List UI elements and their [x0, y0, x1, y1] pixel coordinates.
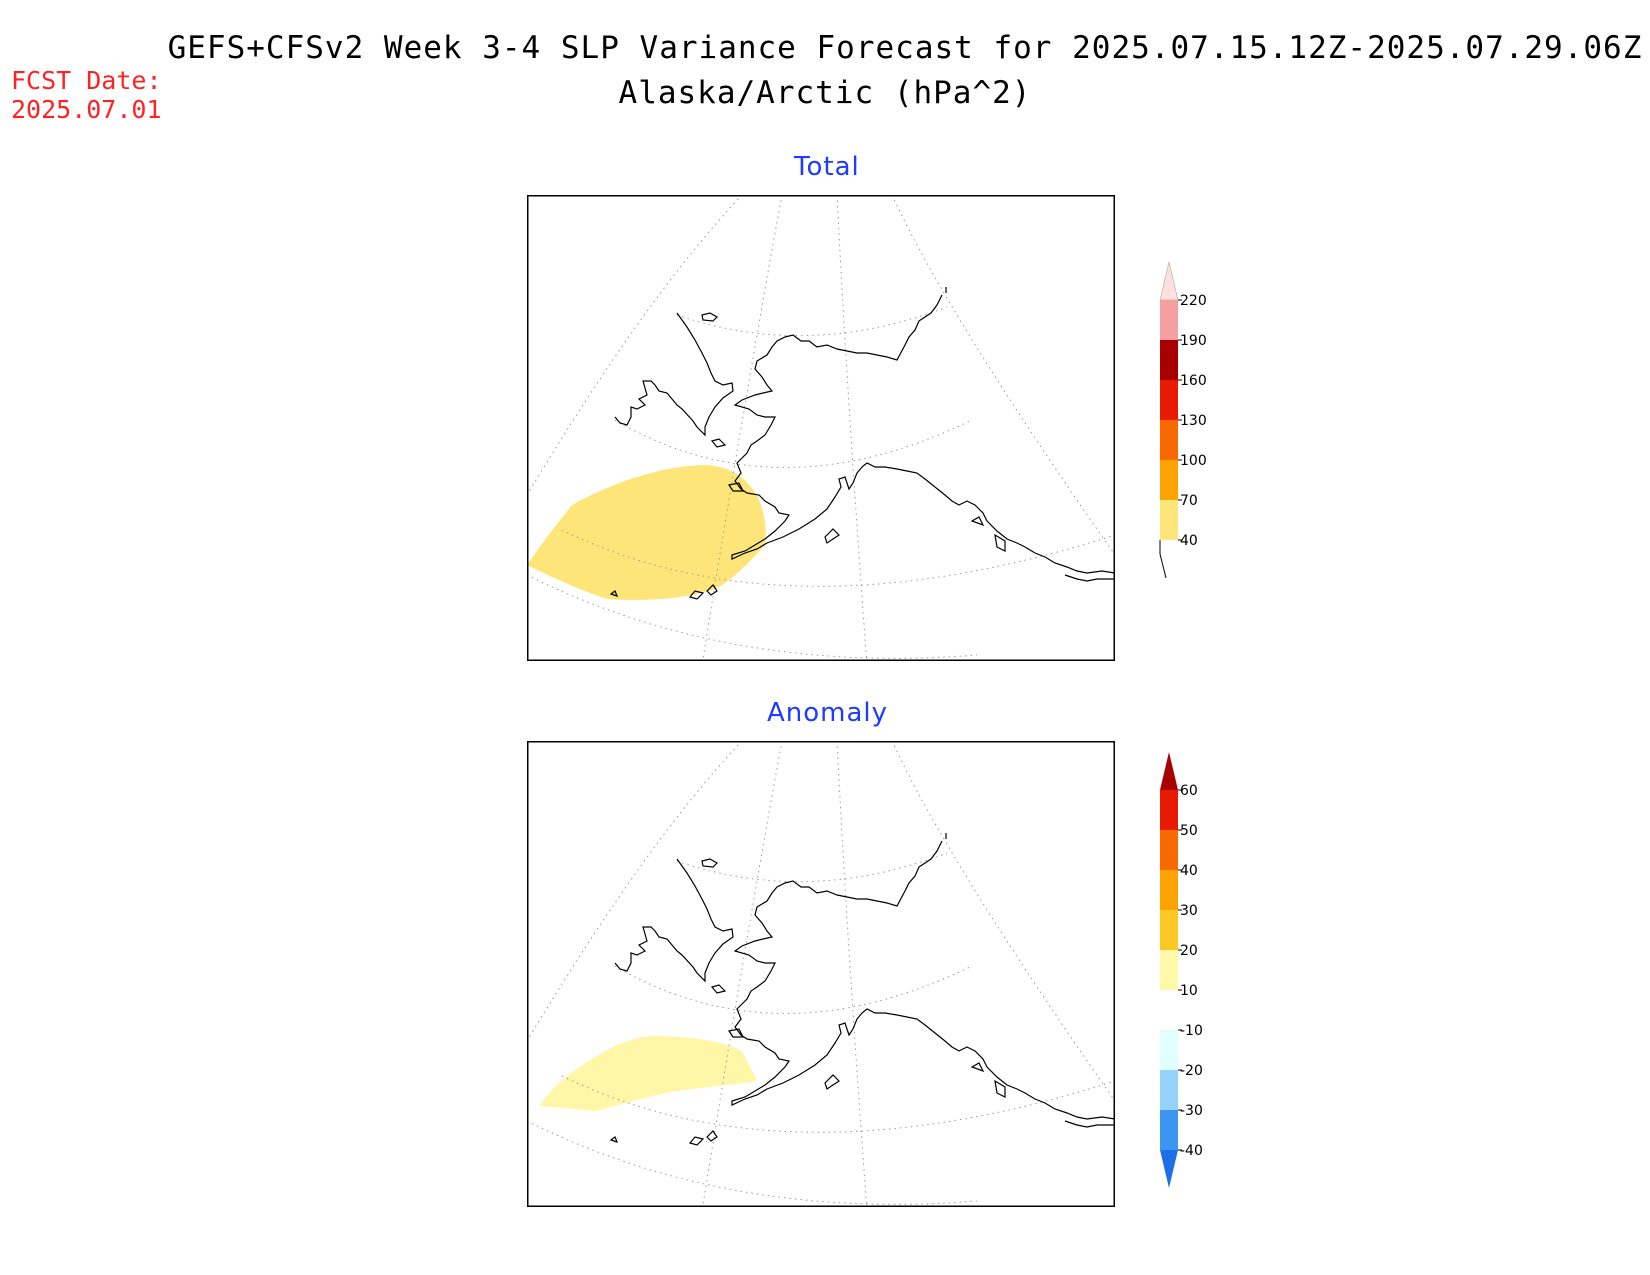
colorbar-anomaly-swatch: [1160, 910, 1178, 950]
colorbar-total-tick-label: 70: [1180, 493, 1198, 509]
coastline: [614, 858, 734, 983]
coastline: [1064, 1120, 1115, 1128]
colorbar-total-bottom-arrow: [1159, 540, 1167, 579]
colorbar-anomaly: -40 -30 -20 -10 10 20 30 40 50 60: [1160, 752, 1203, 1188]
colorbar-anomaly-tick-label: 40: [1180, 863, 1198, 879]
forecast-date-value: 2025.07.01: [11, 95, 162, 124]
graticule-line: [836, 195, 868, 661]
map-background: [527, 741, 1115, 1207]
main-title: GEFS+CFSv2 Week 3-4 SLP Variance Forecas…: [167, 30, 1643, 66]
graticule-line: [527, 741, 743, 1042]
colorbar-anomaly-swatch: [1160, 1030, 1178, 1070]
colorbar-anomaly-tick-label: -40: [1180, 1143, 1203, 1159]
coastline: [614, 312, 734, 437]
island-outline: [706, 1130, 718, 1142]
colorbar-total-swatch: [1160, 420, 1178, 460]
island-outline: [994, 533, 1006, 552]
island-outline: [824, 1074, 840, 1090]
coastline: [1064, 574, 1115, 582]
island-outline: [688, 1136, 705, 1146]
island-outline: [701, 858, 718, 868]
panel-title-total: Total: [794, 152, 860, 182]
island-outline: [706, 584, 718, 596]
colorbar-total-top-arrow: [1159, 262, 1179, 301]
graticule-line: [836, 741, 868, 1207]
island-outline: [970, 516, 985, 527]
colorbar-total-swatch: [1160, 340, 1178, 380]
shaded-region-anomaly: [540, 1036, 757, 1111]
colorbar-anomaly-tick-label: 30: [1180, 903, 1198, 919]
shaded-region-total: [527, 465, 766, 600]
colorbar-anomaly-tick-label: 60: [1180, 783, 1198, 799]
island-outline: [701, 312, 718, 322]
map-frame: [527, 195, 1115, 661]
island-outline: [970, 1062, 985, 1073]
colorbar-total-tick-label: 220: [1180, 293, 1207, 309]
colorbar-anomaly-tick-label: -10: [1180, 1023, 1203, 1039]
colorbar-anomaly-tick-label: 50: [1180, 823, 1198, 839]
colorbar-anomaly-swatch: [1160, 870, 1178, 910]
island-outline: [728, 482, 744, 492]
graticule-line: [527, 1120, 978, 1205]
coastlines: [609, 287, 1115, 600]
colorbar-total-swatch: [1160, 500, 1178, 540]
colorbar-total-swatch: [1160, 380, 1178, 420]
island-outline: [994, 1079, 1006, 1098]
map-frame: [527, 741, 1115, 1207]
colorbar-total-tick-label: 100: [1180, 453, 1207, 469]
island-outline: [688, 590, 705, 600]
panel-title-anomaly: Anomaly: [767, 698, 889, 728]
map-panel-anomaly: [527, 741, 1115, 1207]
colorbar-total-tick-label: 160: [1180, 373, 1207, 389]
colorbar-anomaly-tick-label: -30: [1180, 1103, 1203, 1119]
graticule-line: [891, 195, 1115, 556]
coastline: [731, 294, 1115, 574]
island-outline: [824, 528, 840, 544]
subtitle: Alaska/Arctic (hPa^2): [618, 75, 1032, 111]
graticule-line: [891, 741, 1115, 1102]
island-outline: [609, 590, 619, 597]
colorbar-total: 40 70 100 130 160 190 220: [1159, 262, 1207, 579]
colorbar-total-swatch: [1160, 300, 1178, 340]
island-outline: [710, 984, 727, 994]
colorbar-total-tick-label: 40: [1180, 533, 1198, 549]
coastline: [731, 840, 1115, 1120]
island-outline: [609, 1136, 619, 1143]
island-outline: [710, 438, 727, 448]
colorbar-anomaly-swatch: [1160, 830, 1178, 870]
colorbar-anomaly-swatch: [1160, 950, 1178, 990]
graticule-line: [527, 195, 743, 496]
colorbar-anomaly-swatch: [1160, 790, 1178, 830]
coastlines: [609, 833, 1115, 1146]
forecast-date-label: FCST Date:: [11, 66, 162, 95]
colorbar-anomaly-tick-label: 10: [1180, 983, 1198, 999]
colorbar-anomaly-top-arrow: [1160, 752, 1178, 790]
graticule-line: [561, 1075, 1115, 1133]
colorbar-anomaly-swatch: [1160, 1110, 1178, 1150]
colorbar-anomaly-tick-label: -20: [1180, 1063, 1203, 1079]
graticule-line: [561, 529, 1115, 587]
island-outline: [728, 1028, 744, 1038]
forecast-date-block: FCST Date: 2025.07.01: [11, 66, 162, 124]
colorbar-anomaly-bottom-arrow: [1160, 1150, 1178, 1188]
colorbar-anomaly-swatch: [1160, 1070, 1178, 1110]
graticule-line: [527, 574, 978, 659]
map-panel-total: [527, 195, 1115, 661]
colorbar-total-tick-label: 190: [1180, 333, 1207, 349]
colorbar-anomaly-tick-label: 20: [1180, 943, 1198, 959]
colorbar-total-swatch: [1160, 460, 1178, 500]
colorbar-total-tick-label: 130: [1180, 413, 1207, 429]
colorbar-anomaly-swatch: [1160, 990, 1178, 1030]
